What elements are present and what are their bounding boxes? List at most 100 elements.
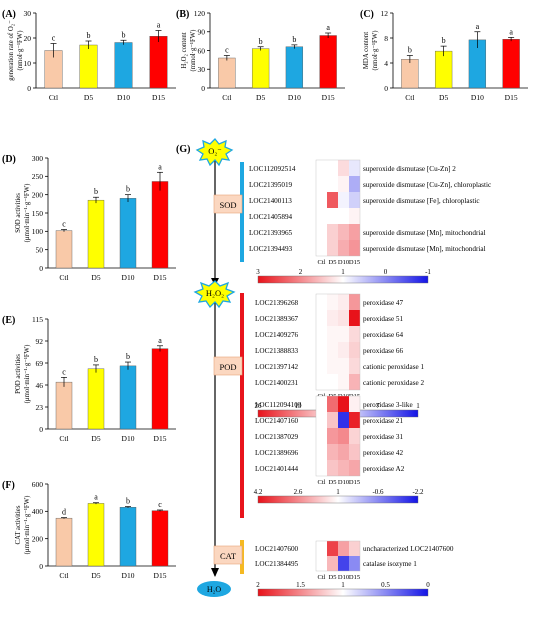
heatmap-cell xyxy=(338,342,349,358)
y-axis-label: (μmol·min⁻¹·g⁻¹FW) xyxy=(24,496,31,555)
superoxide-node-label: O₂⁻ xyxy=(208,146,222,156)
heatmap-cell xyxy=(327,396,338,412)
peroxide-node-label: H₂O₂ xyxy=(206,288,224,298)
gene-id-label: LOC21407160 xyxy=(255,417,299,425)
heatmap-blocks: LOC112092514 superoxide dismutase [Cu-Zn]… xyxy=(249,159,491,597)
heatmap-cell xyxy=(349,294,360,310)
panel-g: (G) O₂⁻ H₂O₂ H₂O SOD POD CAT LOC11209251… xyxy=(176,138,491,597)
heatmap-cell xyxy=(316,192,327,208)
significance-letter: b xyxy=(126,185,130,194)
scale-tick-label: -2.2 xyxy=(412,488,424,496)
scale-tick-label: 26 xyxy=(255,402,263,410)
heatmap-cell xyxy=(316,326,327,342)
x-tick-label: D10 xyxy=(122,434,135,443)
gene-annotation: superoxide dismutase [Cu-Zn], chloroplas… xyxy=(363,181,491,189)
heatmap-cell xyxy=(338,556,349,571)
heatmap-cell xyxy=(327,176,338,192)
y-tick-label: 8 xyxy=(384,34,388,43)
heatmap-cell xyxy=(327,160,338,176)
bar-d15 xyxy=(319,35,337,89)
heatmap-cell xyxy=(349,176,360,192)
bar-ctl xyxy=(55,381,73,430)
heatmap-cell xyxy=(349,444,360,460)
y-tick-label: 20 xyxy=(24,34,32,43)
heatmap-cell xyxy=(338,412,349,428)
y-axis-label: H₂O₂ content xyxy=(181,32,188,68)
y-tick-label: 0 xyxy=(27,84,31,93)
heatmap-cell xyxy=(349,396,360,412)
gene-annotation: peroxidase 66 xyxy=(363,347,404,355)
heatmap-frame xyxy=(315,395,361,477)
bar-panel-f: (F) CAT activities (μmol·min⁻¹·g⁻¹FW) 0 200 4… xyxy=(2,480,176,580)
scale-tick-label: 2 xyxy=(256,581,260,589)
heatmap-cell xyxy=(327,358,338,374)
bar-d5 xyxy=(87,199,105,269)
significance-letter: b xyxy=(94,355,98,364)
heatmap-cell xyxy=(316,374,327,390)
heatmap-cell xyxy=(316,160,327,176)
heatmap-cell xyxy=(316,412,327,428)
heatmap-cell xyxy=(349,541,360,556)
panel-label: (D) xyxy=(2,154,16,165)
bar-ctl xyxy=(55,517,73,567)
heatmap-block-4: LOC21407600 uncharacterized LOC21407600 LO… xyxy=(255,540,454,597)
y-tick-label: 0 xyxy=(201,84,205,93)
x-tick-label: Ctl xyxy=(49,93,58,102)
scale-tick-label: 2 xyxy=(299,268,303,276)
arrowhead-2 xyxy=(211,568,219,577)
column-label: D10 xyxy=(338,259,349,266)
heatmap-cell xyxy=(327,374,338,390)
heatmap-cell xyxy=(327,294,338,310)
y-axis-label: (μmol·min⁻¹·g⁻¹FW) xyxy=(24,345,31,404)
significance-letter: b xyxy=(94,187,98,196)
column-label: Ctl xyxy=(318,479,326,486)
column-label: D10 xyxy=(338,574,349,581)
heatmap-cell xyxy=(327,310,338,326)
scale-tick-label: 0 xyxy=(384,268,388,276)
y-tick-label: 600 xyxy=(32,480,44,489)
heatmap-cell xyxy=(327,556,338,571)
significance-letter: b xyxy=(126,497,130,506)
gene-id-label: LOC21388833 xyxy=(255,347,299,355)
bar-panels: (A)generation rate of O₂⁻ (nmol·g⁻¹FW)010… xyxy=(2,9,528,580)
gene-annotation: peroxidase 51 xyxy=(363,315,404,323)
heatmap-cell xyxy=(349,310,360,326)
y-tick-label: 46 xyxy=(36,381,44,390)
column-label: D15 xyxy=(349,259,360,266)
heatmap-cell xyxy=(338,326,349,342)
bar-panel-b: (B) H₂O₂ content (mmol·g⁻¹FW) 0 30 60 90 120 c Ct… xyxy=(176,9,345,102)
gene-id-label: LOC21407600 xyxy=(255,545,299,553)
gene-annotation: superoxide dismutase [Cu-Zn] 2 xyxy=(363,165,456,173)
x-tick-label: D15 xyxy=(154,571,167,580)
bar-panel-e: (E) POD activities (μmol·min⁻¹·g⁻¹FW) 0 23 46… xyxy=(2,315,176,443)
panel-label: (F) xyxy=(2,480,15,491)
bar-d10 xyxy=(114,42,133,89)
bar-d10 xyxy=(119,365,137,430)
scale-tick-label: 0.5 xyxy=(381,581,390,589)
color-scale-bar xyxy=(257,275,429,284)
water-node-icon xyxy=(197,581,231,597)
color-scale-bar xyxy=(257,588,429,597)
bar-d5 xyxy=(434,50,453,89)
gene-annotation: peroxidase 42 xyxy=(363,449,404,457)
y-tick-label: 4 xyxy=(384,59,388,68)
heatmap-cell xyxy=(349,160,360,176)
panel-label: (E) xyxy=(2,315,15,326)
heatmap-cell xyxy=(316,358,327,374)
scale-tick-label: 3 xyxy=(256,268,260,276)
y-tick-label: 150 xyxy=(32,209,44,218)
bar-panel-a: (A)generation rate of O₂⁻ (nmol·g⁻¹FW) 0 10… xyxy=(2,9,176,102)
heatmap-cell xyxy=(338,428,349,444)
x-tick-label: Ctl xyxy=(59,273,68,282)
heatmap-cell xyxy=(316,556,327,571)
significance-letter: a xyxy=(326,23,330,32)
scale-tick-label: 1.5 xyxy=(296,581,305,589)
y-tick-label: 50 xyxy=(36,245,44,254)
heatmap-cell xyxy=(349,208,360,224)
heatmap-cell xyxy=(338,176,349,192)
significance-letter: a xyxy=(476,22,480,31)
heatmap-cell xyxy=(316,342,327,358)
heatmap-cell xyxy=(316,460,327,476)
y-axis-label: MDA content xyxy=(363,32,370,69)
y-axis-label: generation rate of O₂⁻ xyxy=(8,20,15,81)
